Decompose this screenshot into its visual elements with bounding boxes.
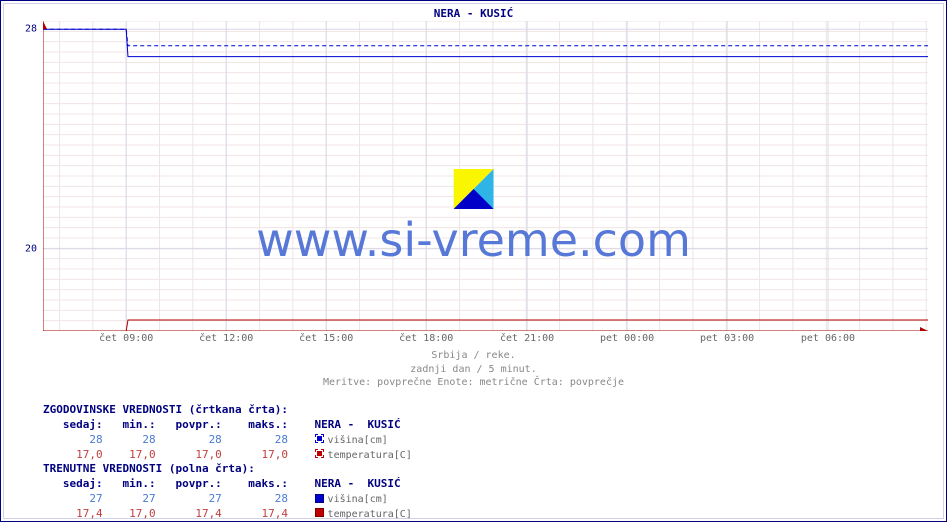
caption-line-3: Meritve: povprečne Enote: metrične Črta:… [1,376,946,390]
x-tick-label: čet 15:00 [299,333,353,344]
series-marker-icon [315,449,324,458]
x-axis-labels: čet 09:00 čet 12:00 čet 15:00 čet 18:00 čet … [43,333,928,347]
table-col-headers: sedaj: min.: povpr.: maks.: NERA - KUSIĆ [43,418,412,433]
table-row: 27 27 27 28 višina[cm] [43,492,412,507]
caption-line-1: Srbija / reke. [1,349,946,363]
series-marker-icon [315,494,324,503]
y-axis-labels: 2028 [1,21,41,331]
table-header: TRENUTNE VREDNOSTI (polna črta): [43,462,412,477]
y-tick-label: 20 [25,243,37,254]
series-marker-icon [315,508,324,517]
data-tables: ZGODOVINSKE VREDNOSTI (črtkana črta): se… [43,403,412,522]
series-marker-icon [315,434,324,443]
x-tick-label: čet 12:00 [199,333,253,344]
x-tick-label: čet 21:00 [500,333,554,344]
chart-area [43,21,928,331]
x-tick-label: pet 06:00 [801,333,855,344]
chart-svg [43,21,928,331]
x-tick-label: čet 09:00 [99,333,153,344]
x-tick-label: pet 03:00 [700,333,754,344]
caption-line-2: zadnji dan / 5 minut. [1,363,946,377]
x-tick-label: čet 18:00 [399,333,453,344]
chart-title: NERA - KUSIĆ [1,7,946,20]
table-header: ZGODOVINSKE VREDNOSTI (črtkana črta): [43,403,412,418]
x-tick-label: pet 00:00 [600,333,654,344]
table-row: 28 28 28 28 višina[cm] [43,433,412,448]
chart-caption: Srbija / reke. zadnji dan / 5 minut. Mer… [1,349,946,390]
y-tick-label: 28 [25,24,37,35]
table-row: 17,0 17,0 17,0 17,0 temperatura[C] [43,448,412,463]
table-col-headers: sedaj: min.: povpr.: maks.: NERA - KUSIĆ [43,477,412,492]
table-row: 17,4 17,0 17,4 17,4 temperatura[C] [43,507,412,522]
